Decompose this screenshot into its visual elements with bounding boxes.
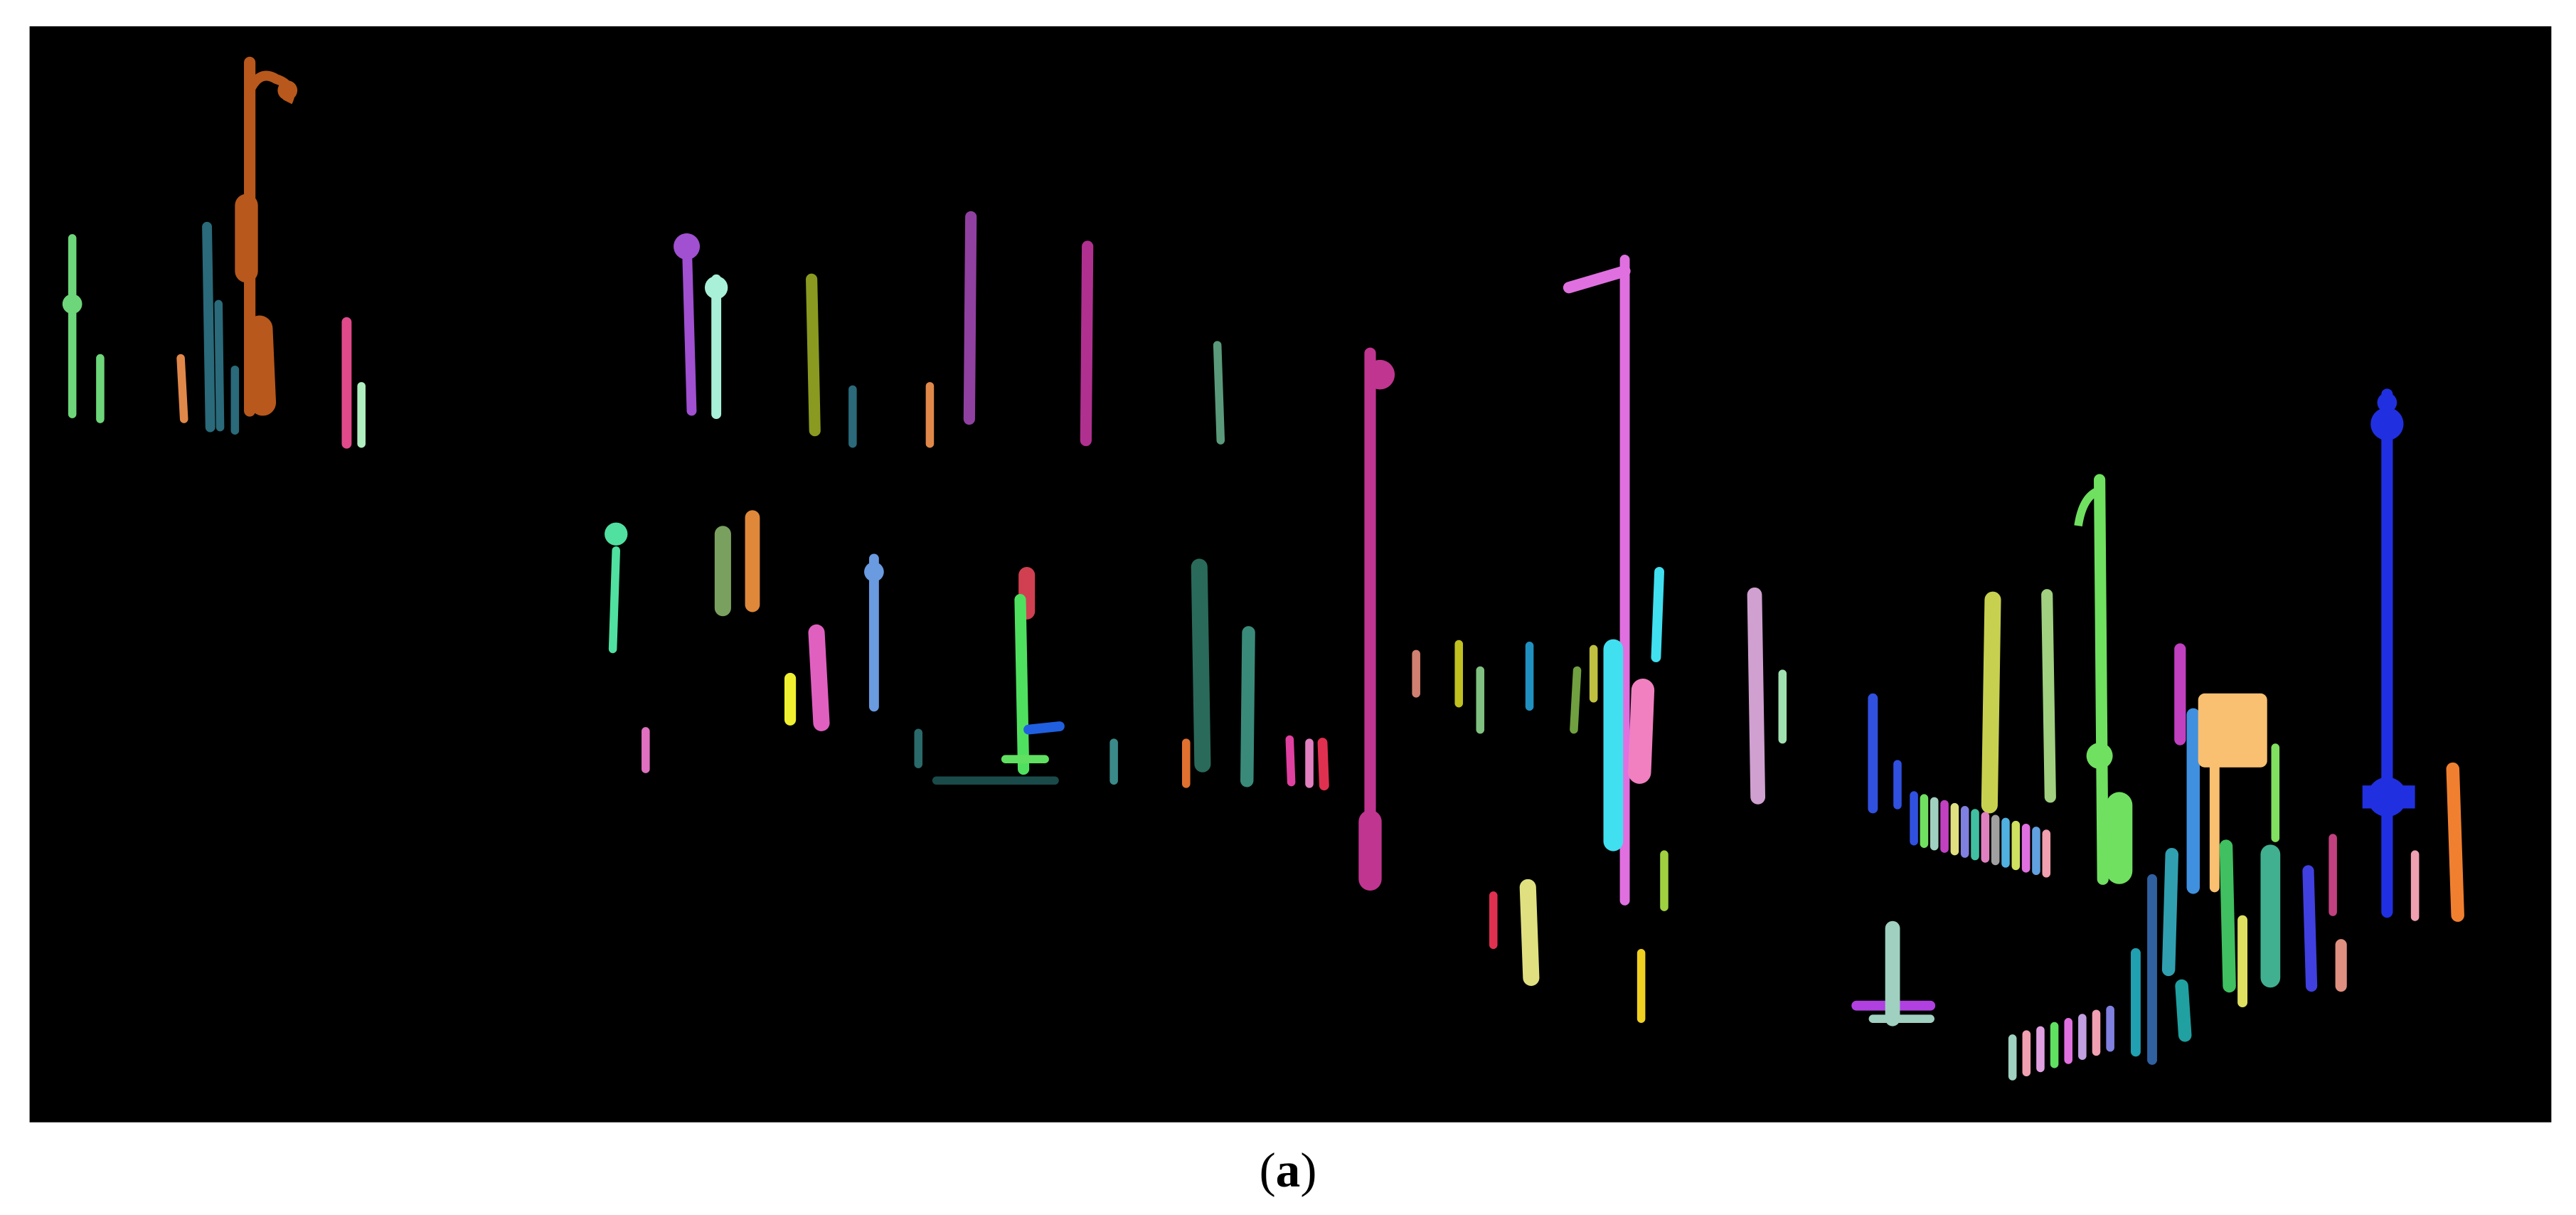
object-segment — [2370, 407, 2404, 441]
object-segment — [176, 354, 188, 423]
object-segment — [2446, 762, 2464, 922]
object-segment — [2362, 785, 2415, 809]
segmented-objects — [62, 56, 2464, 1081]
object-segment — [2198, 693, 2267, 768]
object-segment — [1080, 240, 1094, 447]
object-segment — [1213, 341, 1225, 445]
object-segment — [608, 546, 621, 654]
object-segment — [2094, 474, 2109, 885]
object-segment — [2086, 743, 2113, 770]
object-segment — [808, 624, 830, 731]
caption: (a) — [1260, 1142, 1317, 1197]
object-segment — [2161, 847, 2178, 977]
object-segment — [2175, 979, 2192, 1042]
object-segment — [2377, 393, 2397, 413]
object-segment — [1981, 591, 2001, 814]
object-segment — [1014, 594, 1030, 775]
object-segment — [1240, 626, 1255, 787]
object-segment — [674, 233, 701, 260]
object-segment — [1651, 566, 1664, 662]
object-segment — [2074, 485, 2104, 527]
object-segment — [246, 315, 277, 416]
object-segment — [1191, 558, 1211, 773]
caption-close: ) — [1300, 1142, 1316, 1197]
object-segment — [1570, 666, 1582, 734]
object-segment — [963, 211, 977, 425]
object-segment — [681, 233, 697, 416]
object-segment — [704, 276, 728, 299]
object-segment — [2041, 589, 2056, 803]
object-segment — [605, 522, 628, 546]
segmentation-panel — [29, 26, 2552, 1123]
object-segment — [62, 294, 83, 314]
object-segment — [1747, 587, 1766, 805]
object-segment — [2302, 865, 2318, 992]
object-segment — [1285, 735, 1296, 787]
object-segment — [864, 562, 884, 582]
object-segment — [1317, 738, 1329, 791]
object-segment — [245, 70, 295, 105]
object-segment — [2219, 839, 2236, 993]
object-segment — [202, 221, 215, 433]
object-segment — [1628, 679, 1655, 784]
object-segment — [1023, 721, 1065, 735]
object-segment — [806, 273, 821, 437]
caption-open: ( — [1260, 1142, 1276, 1197]
object-segment — [1563, 265, 1631, 294]
object-segment — [1519, 879, 1540, 986]
object-segment — [1365, 359, 1395, 390]
caption-label: a — [1276, 1142, 1301, 1197]
object-segment — [214, 299, 225, 432]
